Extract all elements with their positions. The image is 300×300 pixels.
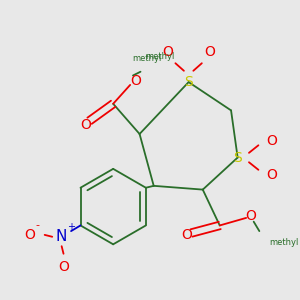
Text: O: O [266,134,277,148]
Text: O: O [204,45,215,59]
Text: S: S [233,151,242,164]
Text: -: - [35,220,39,230]
Text: O: O [245,209,256,223]
Text: S: S [184,75,193,89]
Text: methyl: methyl [269,238,298,247]
Text: N: N [56,229,67,244]
Text: methyl: methyl [132,54,162,63]
Text: O: O [162,45,173,59]
Text: O: O [266,167,277,182]
Text: +: + [67,222,75,232]
Text: O: O [80,118,91,131]
Text: methyl: methyl [145,52,175,61]
Text: O: O [24,228,35,242]
Text: O: O [130,74,141,88]
Text: O: O [58,260,69,274]
Text: O: O [181,228,192,242]
